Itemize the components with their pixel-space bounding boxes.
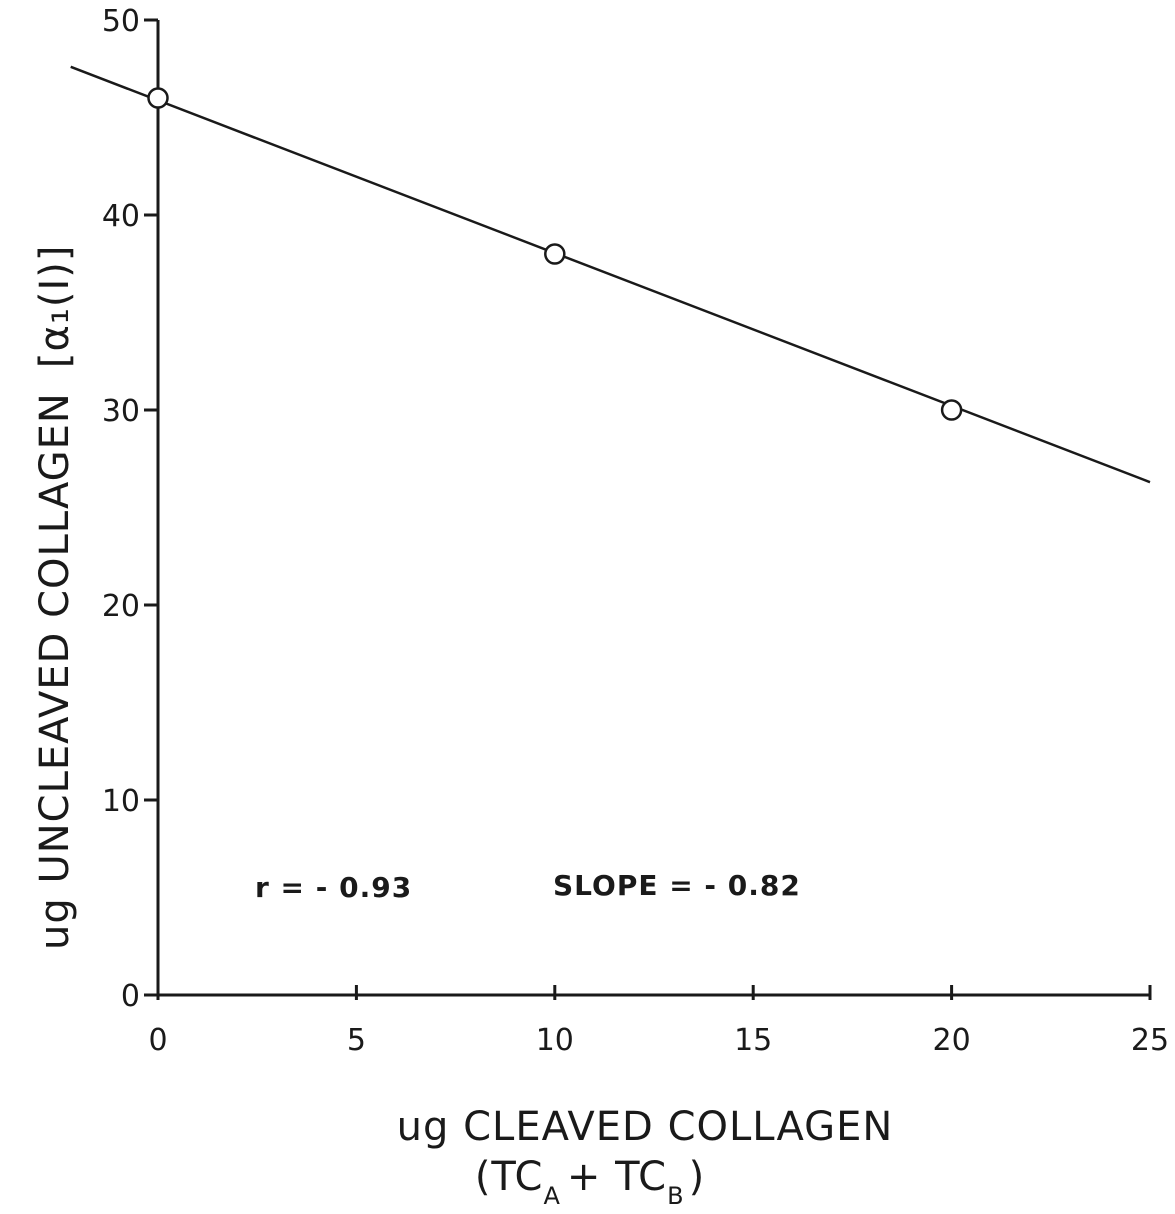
x-subtitle-sub-a: A [543,1182,560,1210]
y-axis-bracket-label: [α₁(I)] [32,245,78,369]
y-tick-label: 0 [121,979,140,1014]
regression-line [70,65,1151,484]
x-axis-subtitle: (TCA + TCB) [475,1154,705,1210]
x-tick-label: 0 [148,1023,167,1058]
data-point [940,399,963,421]
y-axis-title: ug UNCLEAVED COLLAGEN [α₁(I)] [32,245,78,950]
y-tick-label: 50 [102,4,140,39]
x-tick-label: 10 [536,1023,574,1058]
series [70,65,1151,484]
x-subtitle-sub-b: B [667,1182,684,1210]
y-tick-label: 30 [102,394,140,429]
y-tick-label: 10 [102,784,140,819]
x-tick-label: 25 [1131,1023,1169,1058]
y-ticks: 0 10 20 30 40 50 [102,4,158,1014]
data-points [147,87,963,421]
x-subtitle-part-3: ) [689,1154,706,1200]
x-ticks: 0 5 10 15 20 25 [148,985,1169,1058]
x-subtitle-part-2: + TC [567,1154,667,1200]
data-point [544,243,566,265]
x-subtitle-part-1: (TC [475,1154,544,1200]
x-axis-title: ug CLEAVED COLLAGEN [397,1104,894,1150]
y-tick-label: 20 [102,589,140,624]
x-tick-label: 15 [734,1023,772,1058]
y-axis-title-text: ug UNCLEAVED COLLAGEN [32,392,78,950]
x-tick-label: 5 [347,1023,366,1058]
slope-annotation: SLOPE = - 0.82 [553,869,801,902]
data-point [147,87,169,109]
r-annotation: r = - 0.93 [255,871,412,904]
axes [156,20,1150,997]
x-tick-label: 20 [933,1023,971,1058]
y-tick-label: 40 [102,199,140,234]
